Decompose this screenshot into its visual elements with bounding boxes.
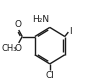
- Text: CH₃: CH₃: [1, 44, 17, 53]
- Text: Cl: Cl: [45, 71, 54, 80]
- Text: O: O: [15, 20, 22, 29]
- Text: O: O: [15, 44, 22, 53]
- Text: I: I: [69, 27, 72, 36]
- Text: H₂N: H₂N: [32, 15, 49, 24]
